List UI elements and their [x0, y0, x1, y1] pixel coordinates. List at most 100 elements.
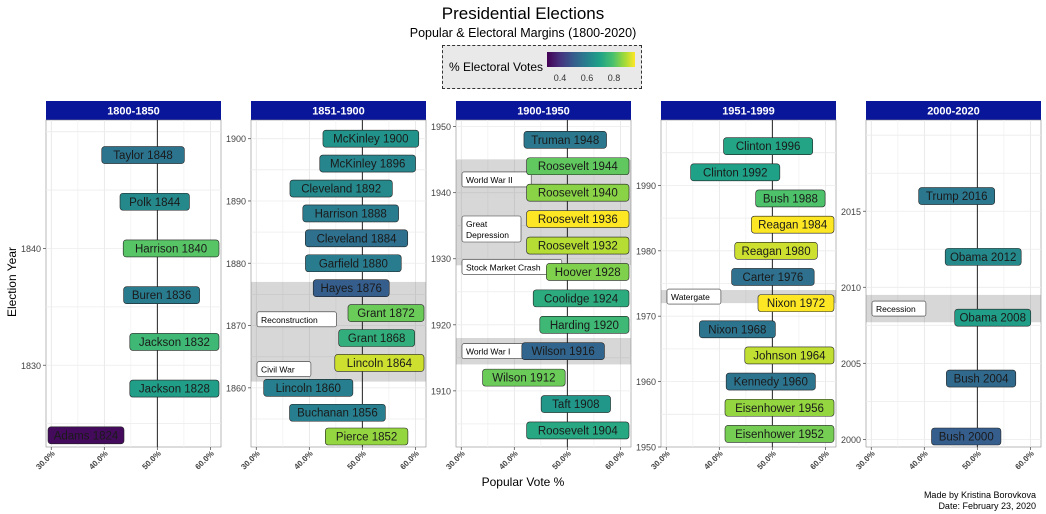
label-text: Polk 1844: [129, 197, 181, 209]
label-carter-1976: Carter 1976: [731, 268, 815, 286]
legend-tick-label: 0.6: [580, 73, 594, 83]
label-text: McKinley 1896: [330, 159, 405, 171]
label-box: [546, 263, 630, 281]
y-tick-label: 1830: [21, 361, 41, 371]
label-box: [101, 146, 185, 164]
label-box: [129, 379, 220, 398]
label-box: [539, 315, 630, 334]
label-clinton-1992: Clinton 1992: [690, 163, 781, 182]
label-wilson-1916: Wilson 1916: [521, 342, 605, 361]
label-roosevelt-1944: Roosevelt 1944: [526, 157, 630, 176]
x-tick-label: 50.0%: [550, 449, 572, 471]
label-wilson-1912: Wilson 1912: [482, 368, 566, 387]
label-box: [918, 187, 995, 205]
label-cleveland-1892: Cleveland 1892: [289, 179, 393, 198]
label-text: Truman 1948: [531, 135, 599, 147]
label-text: Taylor 1848: [113, 150, 172, 162]
label-box: [725, 372, 816, 391]
label-box: [526, 183, 630, 202]
event-label-reconstruction: Reconstruction: [256, 311, 337, 328]
legend-title: % Electoral Votes: [449, 60, 544, 74]
event-label-text: Recession: [876, 304, 916, 314]
y-tick-label: 1880: [226, 259, 246, 269]
event-label-box: [256, 311, 337, 328]
x-tick-label: 40.0%: [292, 449, 314, 471]
chart-subtitle: Popular & Electoral Margins (1800-2020): [409, 26, 637, 40]
event-label-text: Civil War: [261, 365, 295, 375]
label-text: Obama 2012: [950, 252, 1017, 264]
y-tick-label: 2015: [841, 207, 861, 217]
credit-date: Date: February 23, 2020: [938, 501, 1036, 511]
label-text: Harrison 1888: [315, 208, 387, 220]
y-tick-label: 2000: [841, 435, 861, 445]
label-pierce-1852: Pierce 1852: [325, 427, 409, 446]
event-label-civil-war: Civil War: [256, 361, 312, 377]
x-tick-label: 40.0%: [702, 449, 724, 471]
label-text: Jackson 1828: [139, 384, 210, 396]
y-tick-label: 1950: [636, 443, 656, 453]
label-nixon-1968: Nixon 1968: [699, 320, 776, 339]
label-box: [723, 137, 814, 155]
label-box: [347, 304, 425, 322]
panel-plot-area: [45, 119, 222, 448]
panel-title: 2000-2020: [927, 106, 980, 118]
label-truman-1948: Truman 1948: [523, 131, 607, 149]
label-text: Taft 1908: [552, 399, 599, 411]
label-cleveland-1884: Cleveland 1884: [305, 229, 409, 248]
label-text: Bush 2000: [939, 432, 994, 444]
label-taylor-1848: Taylor 1848: [101, 146, 185, 164]
label-nixon-1972: Nixon 1972: [757, 294, 835, 312]
color-legend: % Electoral Votes 0.4 0.6 0.8: [442, 45, 642, 89]
x-tick-label: 50.0%: [755, 449, 777, 471]
x-tick-label: 50.0%: [140, 449, 162, 471]
label-text: Jackson 1832: [139, 337, 210, 349]
legend-tick-label: 0.4: [553, 73, 567, 83]
x-tick-label: 60.0%: [398, 449, 420, 471]
label-text: Cleveland 1892: [301, 184, 381, 196]
label-box: [122, 239, 220, 258]
event-label-world-war-i: World War I: [461, 343, 527, 360]
label-hayes-1876: Hayes 1876: [312, 279, 390, 297]
label-kennedy-1960: Kennedy 1960: [725, 372, 816, 391]
credit-author: Made by Kristina Borovkova: [923, 490, 1036, 500]
label-box: [263, 379, 354, 397]
panel-2000-2020: 2000-2020 Recession Bush 2000 Bush 2004 Obam…: [841, 101, 1042, 471]
label-box: [731, 268, 815, 286]
label-harrison-1840: Harrison 1840: [122, 239, 220, 258]
label-box: [289, 179, 393, 198]
event-label-text: Reconstruction: [261, 315, 318, 325]
label-box: [482, 368, 566, 387]
credit-note: Made by Kristina Borovkova Date: Februar…: [924, 490, 1036, 512]
label-box: [305, 254, 402, 273]
label-text: Roosevelt 1936: [538, 214, 618, 226]
x-tick-label: 50.0%: [345, 449, 367, 471]
label-box: [744, 346, 835, 365]
label-grant-1872: Grant 1872: [347, 304, 425, 322]
label-box: [325, 427, 409, 446]
event-label-text: Great: [466, 219, 488, 229]
x-tick-label: 40.0%: [907, 449, 929, 471]
y-tick-label: 1900: [226, 134, 246, 144]
legend-colorbar: [547, 52, 635, 67]
event-label-box: [871, 300, 927, 317]
label-text: Roosevelt 1904: [538, 425, 619, 437]
label-hoover-1928: Hoover 1928: [546, 263, 630, 281]
label-box: [540, 395, 611, 413]
label-text: Buchanan 1856: [297, 408, 378, 420]
label-box: [734, 242, 818, 260]
label-roosevelt-1932: Roosevelt 1932: [526, 236, 630, 255]
label-harrison-1888: Harrison 1888: [302, 204, 399, 223]
label-box: [690, 163, 781, 182]
event-label-text: World War II: [466, 175, 513, 185]
panel-header: [46, 101, 221, 120]
label-text: Roosevelt 1944: [538, 161, 619, 173]
label-box: [322, 129, 420, 148]
y-tick-label: 1950: [431, 122, 451, 132]
event-label-box: [461, 171, 532, 188]
y-tick-label: 1980: [636, 246, 656, 256]
label-roosevelt-1936: Roosevelt 1936: [526, 210, 630, 228]
label-clinton-1996: Clinton 1996: [723, 137, 814, 155]
label-polk-1844: Polk 1844: [119, 192, 190, 211]
